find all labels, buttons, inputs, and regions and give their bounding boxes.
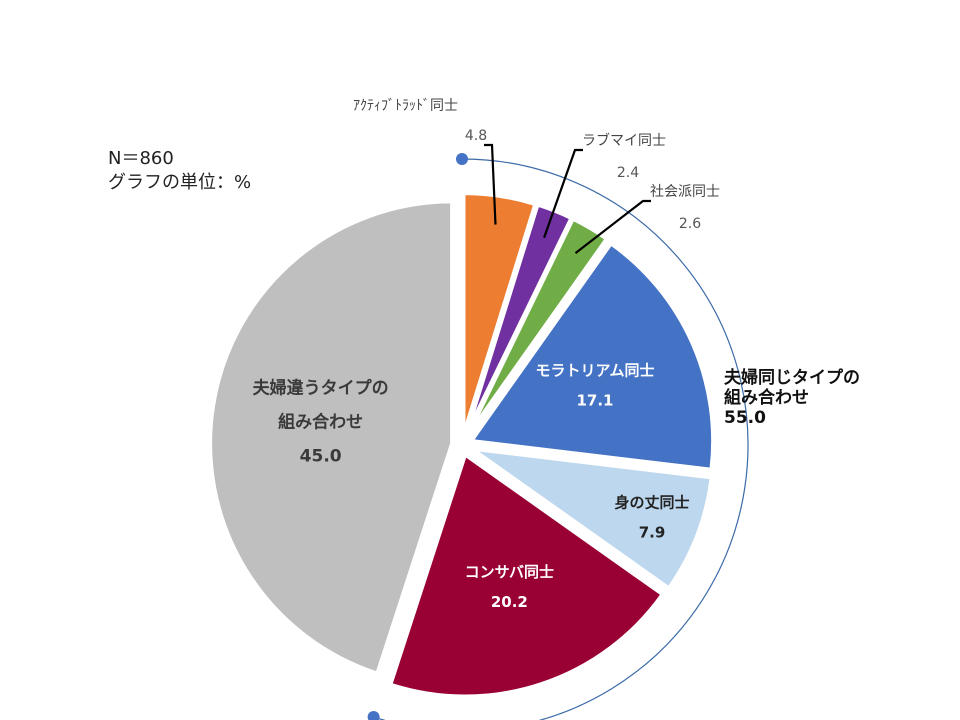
slice-label-3-line-0: モラトリアム同士 (536, 361, 655, 379)
group-arc-end-dot (367, 711, 380, 720)
slice-value-2: 2.6 (679, 216, 701, 232)
pie-slice-0 (461, 191, 538, 436)
slice-labels: モラトリアム同士 17.1 身の丈同士 7.9 コンサバ同士 20.2 夫婦違うタイプの組み… (253, 98, 720, 611)
slice-label-6-line-0: 夫婦違うタイプの (253, 378, 389, 399)
slice-label-0: ｱｸﾃｨﾌﾞﾄﾗｯﾄﾞ同士 (353, 98, 458, 114)
slice-label-6-line-1: 組み合わせ (278, 412, 363, 433)
slice-value-3: 17.1 (576, 391, 613, 409)
pie-slice-2 (465, 216, 610, 438)
pie-slice-5 (387, 451, 666, 699)
group-label-line-1: 組み合わせ (724, 387, 809, 408)
group-value: 55.0 (724, 408, 766, 428)
sample-size-note: N＝860 (108, 148, 174, 169)
pie-slice-3 (467, 240, 716, 472)
leader-line-0 (484, 143, 497, 225)
group-arc-start-dot (456, 153, 468, 165)
pie-slice-6 (208, 199, 455, 677)
slice-label-1: ラブマイ同士 (582, 132, 666, 149)
slice-value-0: 4.8 (465, 128, 487, 144)
slice-value-1: 2.4 (617, 165, 639, 181)
leader-line-2 (574, 199, 651, 254)
leader-lines (484, 143, 651, 254)
group-label-line-0: 夫婦同じタイプの (724, 367, 860, 388)
slice-label-4-line-0: 身の丈同士 (614, 494, 689, 512)
pie-slice-4 (470, 446, 714, 592)
pie-slices (208, 191, 716, 699)
slice-value-4: 7.9 (639, 524, 666, 542)
unit-note: グラフの単位：% (108, 172, 252, 193)
leader-line-1 (543, 148, 583, 239)
slice-label-2: 社会派同士 (650, 184, 720, 200)
group-arc (367, 153, 749, 720)
slice-label-5-line-0: コンサバ同士 (465, 563, 554, 581)
group-arc-line (373, 158, 749, 720)
slice-value-5: 20.2 (491, 593, 528, 611)
slice-value-6: 45.0 (300, 447, 342, 467)
